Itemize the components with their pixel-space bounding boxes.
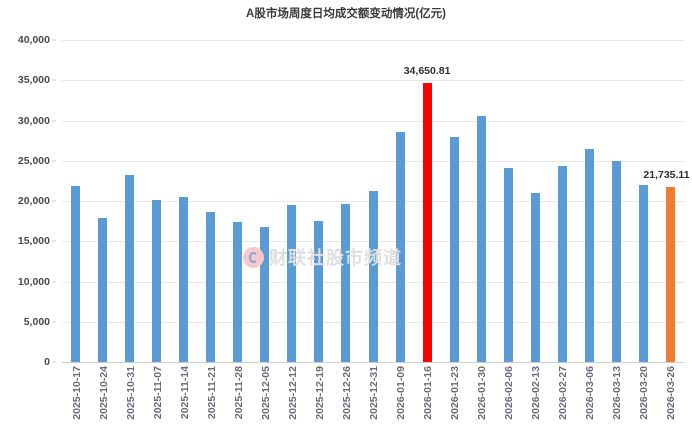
bar-value-label: 21,735.11 [643,169,690,182]
x-tick-label: 2026-01-30 [476,366,489,420]
x-tick-label: 2026-01-09 [395,366,408,420]
bar[interactable] [260,226,270,362]
bar[interactable] [503,168,513,362]
gridline [62,80,684,82]
bar[interactable] [98,217,108,362]
bar[interactable] [287,205,297,362]
bar[interactable] [530,192,540,362]
x-tick-label: 2025-11-14 [178,366,191,420]
gridline [62,120,684,122]
bar[interactable] [152,199,162,362]
bar[interactable] [449,137,459,362]
y-tick-label: 15,000 [17,235,50,248]
y-tick-label: 35,000 [17,74,50,87]
bar[interactable] [206,211,216,362]
bar[interactable] [476,115,486,362]
y-axis: 40,000 35,000 30,000 25,000 20,000 15,000 10,0… [0,34,56,368]
x-tick-label: 2026-02-27 [557,366,570,420]
bar[interactable] [341,204,351,362]
x-tick-label: 2026-03-13 [611,366,624,420]
y-tick-mark [52,321,56,323]
bar[interactable] [638,184,648,362]
y-tick-label: 5,000 [23,315,50,328]
bar[interactable] [557,165,567,362]
x-tick-label: 2025-11-28 [232,366,245,420]
y-tick-mark [52,361,56,363]
bar[interactable] [611,160,621,362]
y-tick-mark [52,281,56,282]
y-tick-label: 40,000 [17,34,50,46]
x-tick-label: 2025-11-07 [151,366,164,420]
y-tick-mark [52,240,56,242]
bar[interactable] [179,197,189,362]
y-tick-mark [52,120,56,121]
bar[interactable] [395,132,405,362]
x-axis-line [62,362,684,363]
bar[interactable] [125,174,135,362]
bar[interactable] [233,222,243,362]
bar[interactable] [368,190,378,362]
x-tick-label: 2026-03-20 [638,366,651,420]
y-tick-label: 0 [44,356,50,368]
x-tick-label: 2026-01-23 [449,366,462,420]
x-tick-label: 2025-12-12 [286,366,299,420]
x-tick-label: 2025-11-21 [205,366,218,420]
y-tick-mark [52,39,56,41]
chart-title: A股市场周度日均成交额变动情况(亿元) [246,8,446,20]
x-tick-label: 2025-12-31 [368,366,380,420]
x-tick-label: 2025-12-26 [340,366,353,420]
y-tick-mark [52,200,56,202]
bar[interactable] [314,221,324,362]
bar[interactable] [71,185,81,362]
x-tick-label: 2026-02-13 [530,366,543,420]
x-axis: 2025-10-17 2025-10-24 2025-10-31 2025-11-07… [62,366,684,446]
gridline [62,40,684,41]
x-tick-label: 2026-01-16 [422,366,435,420]
y-tick-label: 10,000 [17,275,50,288]
bar[interactable] [584,148,594,362]
x-tick-label: 2026-03-06 [584,366,597,420]
x-tick-label: 2025-10-17 [70,366,83,420]
plot-area: 34,650.81 21,735.11 [62,40,690,363]
y-tick-mark [52,160,56,162]
x-tick-label: 2025-10-31 [124,366,137,420]
y-tick-label: 30,000 [17,114,50,127]
bar[interactable] [422,83,432,362]
x-tick-label: 2025-12-05 [259,366,272,420]
gridline [62,160,684,162]
x-tick-label: 2026-03-26 [665,366,678,420]
y-tick-label: 25,000 [17,154,50,167]
y-tick-mark [52,79,56,81]
bar[interactable] [665,187,675,362]
x-tick-label: 2025-12-19 [313,366,326,420]
y-tick-label: 20,000 [17,195,50,207]
x-tick-label: 2026-02-06 [503,366,516,420]
x-tick-label: 2025-10-24 [97,366,110,420]
bar-value-label: 34,650.81 [403,65,451,78]
